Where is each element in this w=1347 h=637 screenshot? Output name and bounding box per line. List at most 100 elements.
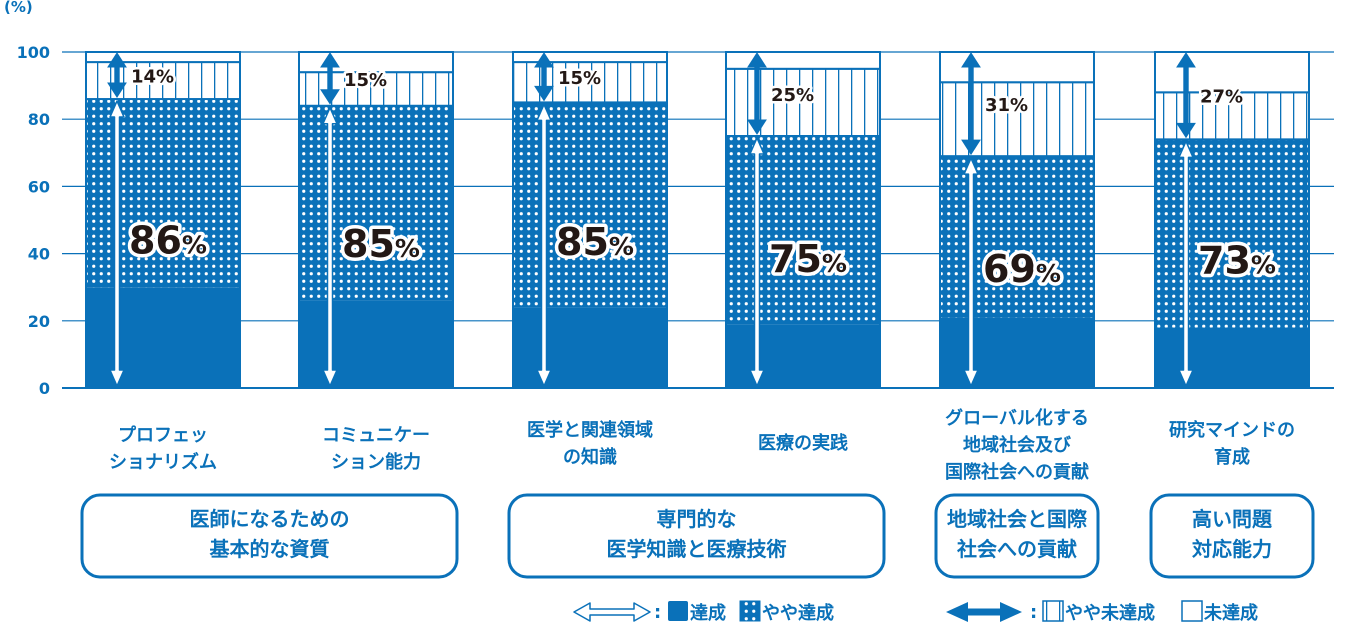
group-box-frame: [80, 493, 459, 579]
category-label-line: 地域社会及び: [963, 434, 1072, 456]
legend-swatch-somewhat-not-achieved: [1042, 600, 1064, 622]
category-label-line: の知識: [563, 446, 617, 468]
not-achieved-percent-label: 15%: [344, 70, 387, 91]
achieved-percent-sign: %: [1036, 259, 1061, 288]
achieved-percent-value: 75: [769, 237, 822, 281]
category-label: 研究マインドの育成: [1169, 419, 1295, 468]
achieved-arrow: [109, 100, 125, 387]
legend-label-not-achieved: 未達成: [1204, 602, 1258, 624]
group-box-frame: [1149, 493, 1315, 579]
achieved-percent-value: 86: [129, 219, 182, 263]
achieved-percent-label: 86%: [129, 219, 207, 263]
bar-segment-achieved: [1155, 327, 1309, 388]
bar-segment-not-achieved: [85, 51, 241, 64]
bar-segment-somewhat-not-achieved: [939, 81, 1095, 158]
group-box-label-line: 医師になるための: [190, 507, 350, 531]
y-tick-label: 100: [17, 43, 50, 62]
group-box: 高い問題対応能力: [1149, 493, 1315, 579]
group-box-label: 地域社会と国際社会への貢献: [947, 507, 1088, 561]
legend-swatch-somewhat-achieved: [739, 600, 761, 622]
y-axis: 0 20 40 60 80 100 (%): [4, 0, 50, 398]
category-label-line: 医療の実践: [758, 432, 848, 454]
achieved-percent-label: 73%: [1198, 239, 1276, 283]
y-tick-label: 60: [28, 177, 50, 196]
not-achieved-arrow: [747, 52, 767, 135]
not-achieved-percent-label: 31%: [985, 95, 1028, 116]
group-box-label-line: 高い問題: [1192, 507, 1273, 531]
category-label: プロフェッショナリズム: [109, 424, 217, 473]
bar-segment-somewhat-not-achieved: [85, 61, 241, 101]
not-achieved-percent-label: 15%: [558, 68, 601, 89]
y-tick-label: 80: [28, 110, 50, 129]
achieved-percent-label: 85%: [342, 222, 420, 266]
group-box: 医師になるための基本的な資質: [80, 493, 459, 579]
achieved-arrow: [963, 157, 979, 387]
group-box: 専門的な医学知識と医療技術: [507, 493, 886, 579]
achieved-percent-value: 85: [556, 220, 609, 264]
bar-segment-achieved: [299, 300, 453, 388]
category-label-line: プロフェッ: [118, 424, 208, 446]
legend: : 達成 やや達成: やや未達成 未達成: [573, 600, 1258, 624]
legend-filled-arrow: [946, 602, 1022, 622]
y-tick-label: 40: [28, 245, 50, 264]
achieved-percent-sign: %: [395, 234, 420, 263]
bars: [85, 51, 1310, 389]
category-label: 医学と関連領域の知識: [527, 419, 653, 468]
bar-outline: [298, 51, 454, 389]
group-box-label: 高い問題対応能力: [1191, 507, 1273, 561]
group-box-label: 専門的な医学知識と医療技術: [607, 507, 787, 561]
category-label-line: コミュニケー: [322, 425, 430, 446]
group-box-label-line: 対応能力: [1191, 537, 1272, 561]
group-box-label-line: 地域社会と国際: [947, 507, 1088, 531]
bar-outline: [1154, 51, 1310, 389]
group-box-label-line: 基本的な資質: [210, 537, 330, 561]
achieved-arrow: [749, 137, 765, 387]
not-achieved-arrow: [1176, 52, 1196, 139]
bar-segment-somewhat-achieved: [726, 136, 880, 325]
legend-colon: :: [654, 602, 661, 623]
legend-colon: :: [1030, 602, 1037, 623]
group-box-label-line: 社会への貢献: [956, 537, 1077, 561]
bar-outline: [725, 51, 881, 389]
achieved-percent-sign: %: [609, 232, 634, 261]
category-label: グローバル化する地域社会及び国際社会への貢献: [945, 407, 1089, 483]
achieved-percent-sign: %: [1251, 251, 1276, 280]
bar-segment-somewhat-achieved: [1155, 139, 1309, 328]
bar: [1154, 51, 1310, 389]
not-achieved-arrow: [961, 52, 981, 156]
bar-outline: [939, 51, 1095, 389]
category-label: 医療の実践: [758, 432, 848, 454]
not-achieved-arrow: [534, 52, 554, 102]
bar-segment-achieved: [726, 324, 880, 388]
bar-segment-not-achieved: [512, 51, 668, 64]
y-tick-label: 20: [28, 312, 50, 331]
achieved-percent-label: 69%: [983, 247, 1061, 291]
not-achieved-percent-label: 25%: [771, 85, 814, 106]
bar-segment-somewhat-achieved: [299, 105, 453, 301]
gridlines: [62, 51, 1334, 389]
category-label-line: グローバル化する: [945, 407, 1089, 429]
group-boxes: 医師になるための基本的な資質 専門的な医学知識と医療技術 地域社会と国際社会への貢献…: [80, 493, 1315, 579]
bar-outline: [512, 51, 668, 389]
group-box-label: 医師になるための基本的な資質: [190, 507, 350, 561]
bar: [939, 51, 1095, 389]
category-label-line: 育成: [1214, 446, 1250, 468]
achieved-percent-label: 75%: [769, 237, 847, 281]
bar-segment-achieved: [513, 307, 667, 388]
category-labels: プロフェッショナリズム コミュニケーション能力 医学と関連領域の知識 医療の実践 グロー…: [109, 407, 1295, 483]
group-box-frame: [507, 493, 886, 579]
legend-outline-arrow: [573, 602, 651, 622]
not-achieved-percent-label: 14%: [131, 67, 174, 88]
bar: [725, 51, 881, 389]
achieved-percent-sign: %: [822, 249, 847, 278]
bar-segment-somewhat-achieved: [86, 99, 240, 288]
category-label-line: 研究マインドの: [1169, 419, 1295, 441]
category-label-line: 国際社会への貢献: [945, 461, 1089, 483]
group-box-frame: [934, 493, 1100, 579]
bar: [298, 51, 454, 389]
bar-segment-somewhat-achieved: [513, 102, 667, 308]
category-label-line: ショナリズム: [109, 451, 217, 473]
category-label-line: ション能力: [331, 451, 421, 473]
not-achieved-percent-label: 27%: [1200, 87, 1243, 108]
